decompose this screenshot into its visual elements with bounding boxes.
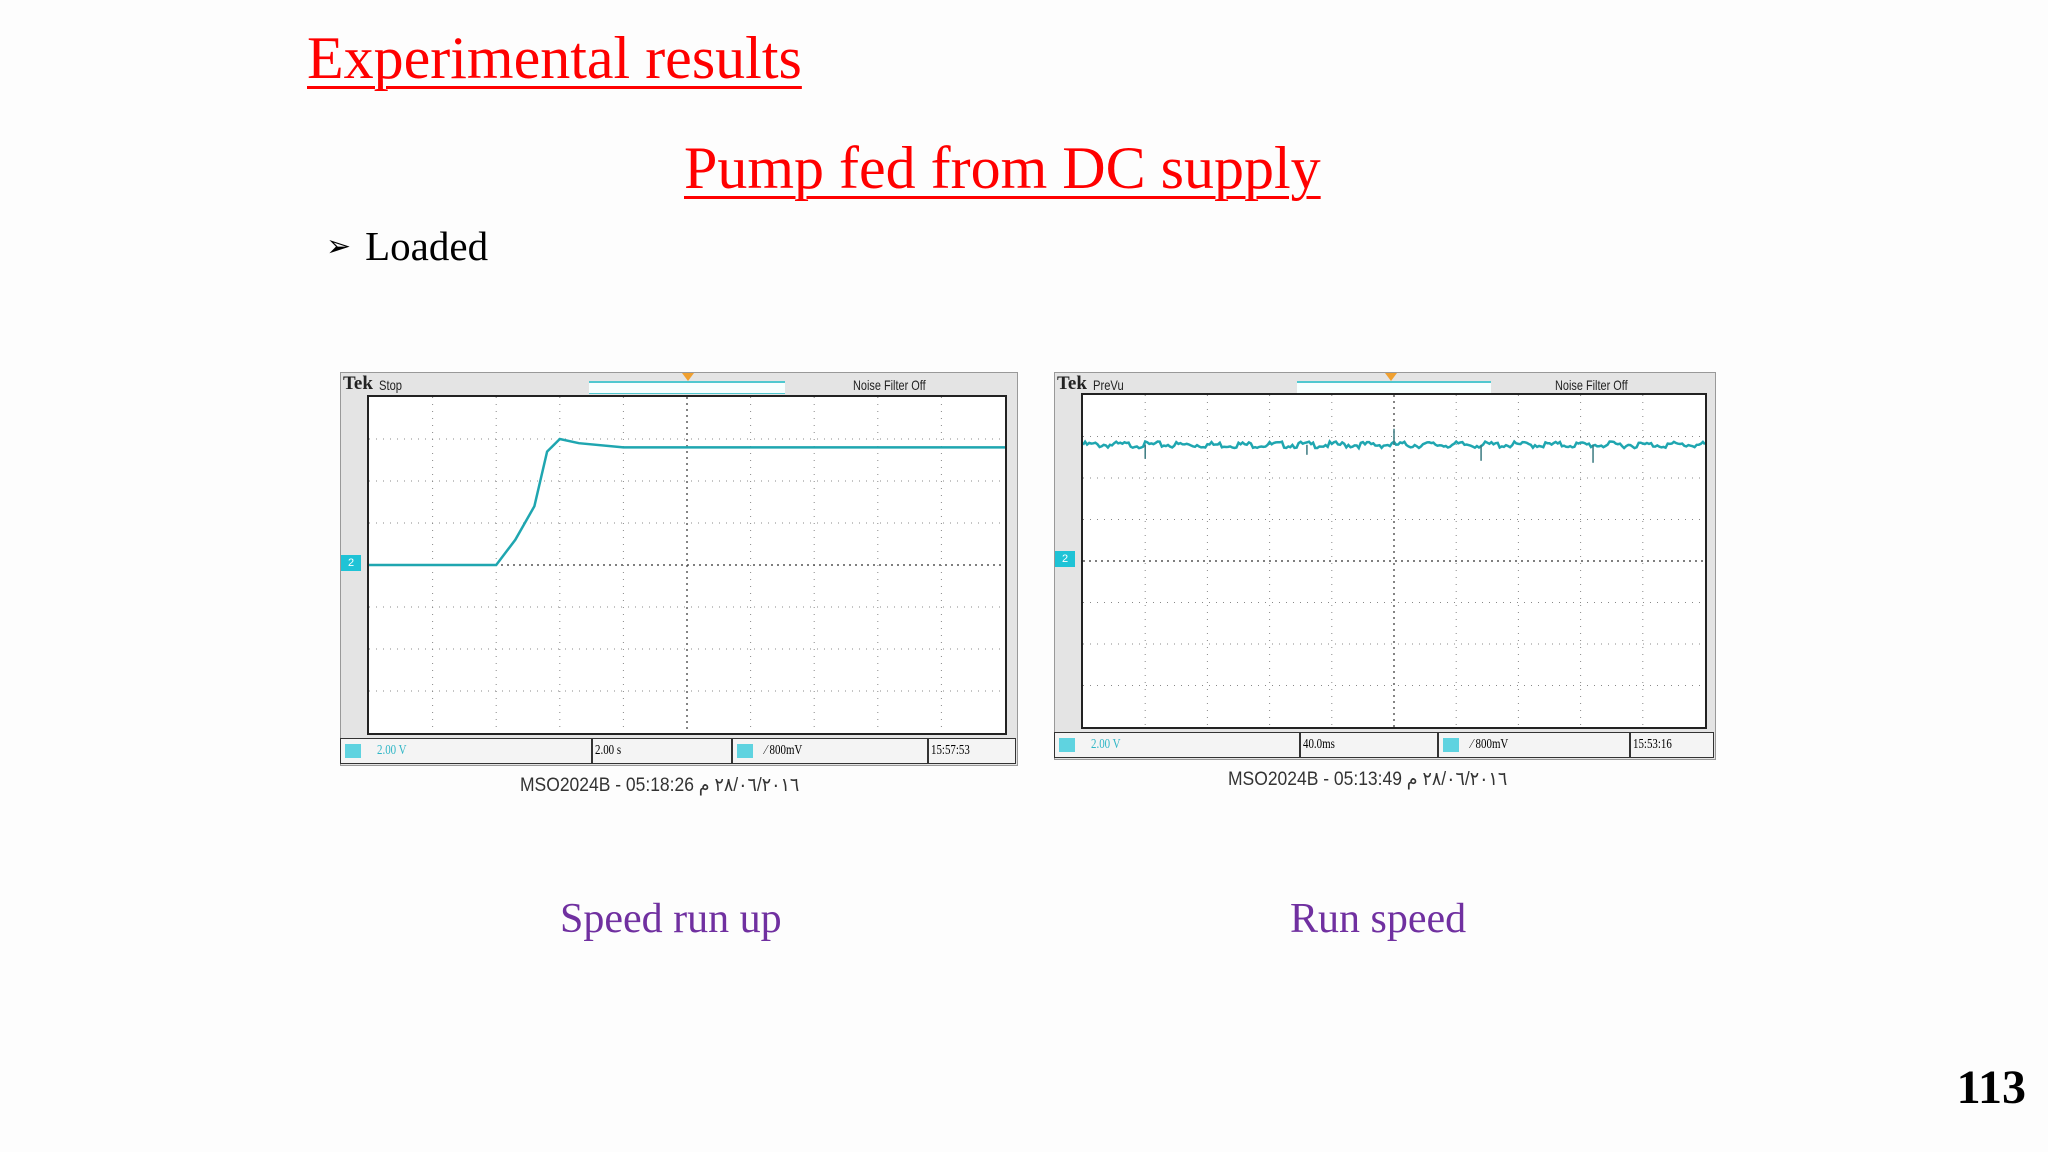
tek-logo: Tek [1057,373,1087,394]
oscilloscope-right: Tek PreVu Noise Filter Off 2 [1054,372,1716,760]
graticule-svg [369,397,1005,733]
slide-subtitle: Pump fed from DC supply [684,135,1321,201]
scope-graticule [367,395,1007,735]
trigger-chip-icon [737,744,753,758]
rising-edge-icon: ⁄ [765,743,770,758]
status-bar-left: 2.00 V 2.00 s ⁄ 800mV 15:57:53 [340,738,1016,764]
bullet-item: ➢ Loaded [326,222,488,270]
trigger-marker-icon [682,373,694,381]
time-scale: 2.00 s [595,743,622,758]
clock-cell: 15:53:16 [1630,732,1714,758]
trigger-position-bar [589,381,785,394]
arrow-bullet-icon: ➢ [326,229,352,264]
scope-caption-left: MSO2024B - 05:18:26 ٢٨/٠٦/٢٠١٦ م [520,775,800,796]
scope-caption-right: MSO2024B - 05:13:49 ٢٨/٠٦/٢٠١٦ م [1228,769,1508,790]
channel-scale: 2.00 V [1091,737,1121,752]
channel-marker-icon: 2 [1055,551,1075,567]
scope-top-bar: Tek Stop Noise Filter Off [341,373,1017,395]
clock-cell: 15:57:53 [928,738,1016,764]
oscilloscope-left: Tek Stop Noise Filter Off 2 [340,372,1018,766]
page-number: 113 [1956,1061,2026,1114]
trigger-value: 800mV [769,743,803,758]
status-bar-right: 2.00 V 40.0ms ⁄ 800mV 15:53:16 [1054,732,1714,758]
trigger-level-cell: ⁄ 800mV [732,738,928,764]
time-scale-cell: 40.0ms [1300,732,1438,758]
channel-scale-cell: 2.00 V [1054,732,1300,758]
caption-speed-run-up: Speed run up [560,896,782,942]
slide-title: Experimental results [307,25,802,91]
channel-scale-cell: 2.00 V [340,738,592,764]
scope-clock: 15:53:16 [1633,737,1672,752]
scope-graticule [1081,393,1707,729]
bullet-label: Loaded [365,223,489,269]
trace-line [369,437,1005,567]
tek-logo: Tek [343,373,373,394]
channel-chip-icon [1059,738,1075,752]
graticule-svg [1083,395,1705,727]
trigger-marker-icon [1385,373,1397,381]
scope-top-bar: Tek PreVu Noise Filter Off [1055,373,1715,395]
noise-filter-status: Noise Filter Off [853,377,926,393]
trigger-level: ⁄ 800mV [765,743,802,759]
trigger-chip-icon [1443,738,1459,752]
channel-marker-icon: 2 [341,555,361,571]
acquisition-state: Stop [379,377,403,393]
trigger-value: 800mV [1475,737,1509,752]
rising-edge-icon: ⁄ [1471,737,1476,752]
caption-run-speed: Run speed [1290,896,1467,942]
trigger-level: ⁄ 800mV [1471,737,1508,753]
channel-chip-icon [345,744,361,758]
channel-scale: 2.00 V [377,743,407,758]
time-scale: 40.0ms [1303,737,1335,752]
noise-filter-status: Noise Filter Off [1555,377,1628,393]
trigger-level-cell: ⁄ 800mV [1438,732,1630,758]
acquisition-state: PreVu [1093,377,1124,393]
time-scale-cell: 2.00 s [592,738,732,764]
scope-clock: 15:57:53 [931,743,970,758]
